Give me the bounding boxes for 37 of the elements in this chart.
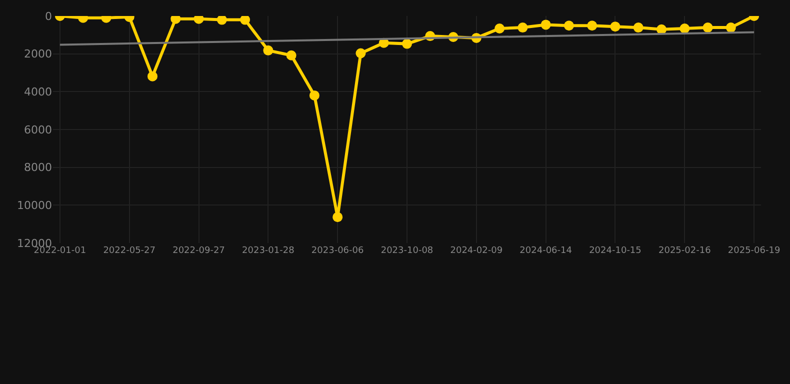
y-tick-label: 2000 [24,48,52,61]
point [494,23,505,34]
point [518,22,528,33]
x-tick-label: 2022-09-27 [172,246,225,256]
x-tick-label: 2023-10-08 [380,246,434,256]
point [309,90,320,100]
x-tick-label: 2024-10-15 [589,246,642,256]
point [656,24,667,34]
point [263,45,274,56]
x-tick-label: 2023-01-28 [242,246,295,256]
x-tick-label: 2025-02-16 [658,246,712,256]
y-tick-label: 0 [45,10,52,23]
point [587,20,598,31]
y-tick-label: 10000 [17,199,52,212]
point [216,16,227,25]
y-tick-label: 4000 [24,86,52,99]
point [332,212,343,222]
x-tick-label: 2024-06-14 [520,246,572,256]
point [610,22,620,32]
point [726,22,736,33]
x-tick-label: 2022-01-01 [34,246,86,256]
point [147,71,158,82]
point [286,50,296,60]
y-tick-label: 6000 [24,123,52,136]
point [702,22,713,33]
point [540,20,551,30]
point [240,16,250,25]
x-tick-label: 2025-06-19 [728,246,780,256]
y-tick-label: 8000 [24,161,52,174]
point [680,23,690,34]
point [402,38,412,49]
point [633,22,644,33]
point [564,20,574,31]
x-tick-label: 2022-05-27 [103,246,156,256]
x-tick-label: 2023-06-06 [311,246,364,256]
x-tick-label: 2024-02-09 [450,246,503,256]
point [356,48,366,58]
